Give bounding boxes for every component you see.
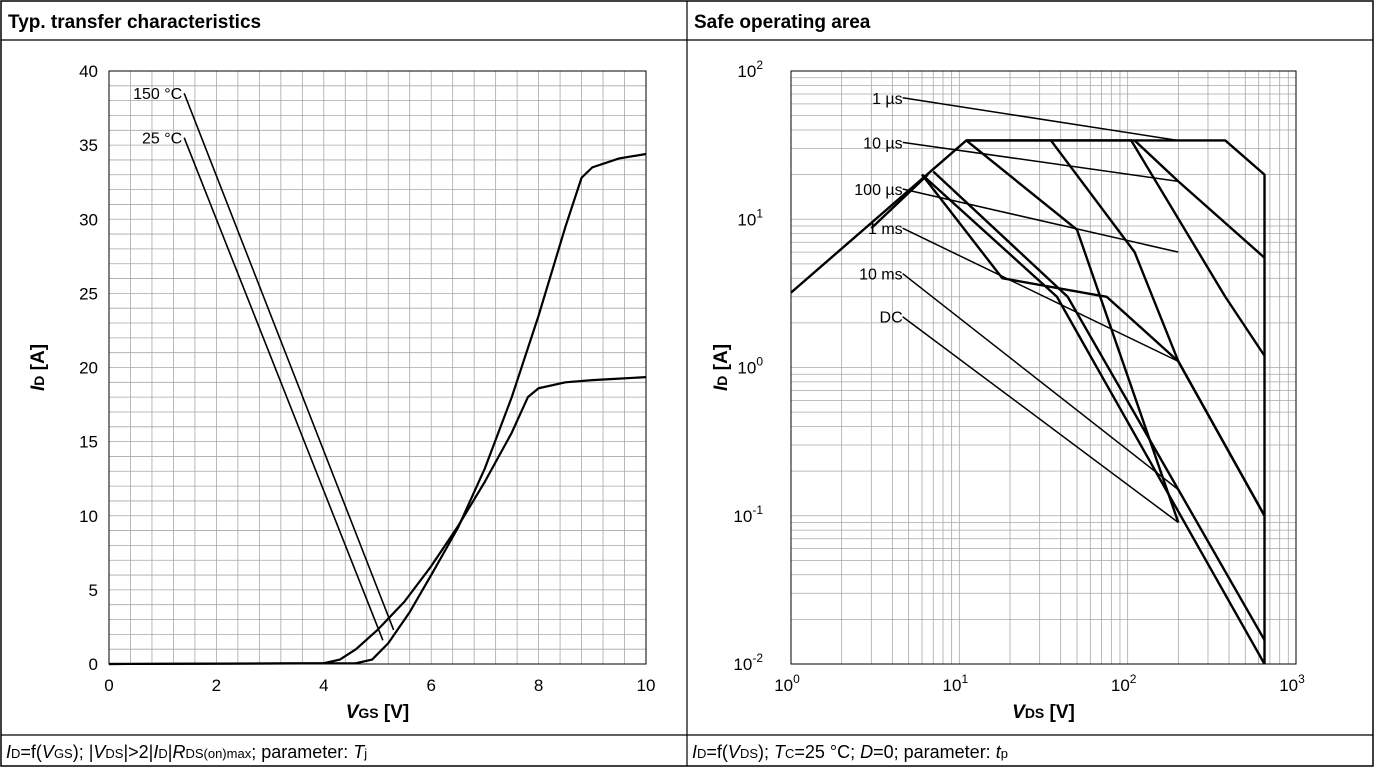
annotation-leader [902,272,1179,491]
annotation-label: 150 °C [133,86,182,103]
x-tick-label: 8 [534,676,543,695]
panel-title-soa: Safe operating area [694,12,871,33]
panel-title-transfer: Typ. transfer characteristics [8,12,261,33]
annotation-label: 1 ms [868,221,903,238]
x-axis-label: VGS [V] [346,702,410,723]
soa-curve-dc [870,173,929,230]
soa-curve-boundary-8 [965,139,1180,523]
annotation-leader [183,137,384,641]
y-tick-label: 35 [79,136,98,155]
transfer-characteristics-chart: 0 2 4 6 8 10 0 5 10 15 20 25 30 35 40 VGS [V] ID [A] 150 … [28,62,655,723]
y-tick-label: 102 [737,58,763,81]
annotation-label: 100 µs [854,182,902,199]
x-tick-label: 0 [104,676,113,695]
annotation-label: 1 µs [872,91,903,108]
annotation-leader [902,97,1179,142]
grid-lines [108,70,647,665]
soa-curve-boundary-6 [1049,139,1266,517]
series-line-25c [108,152,647,666]
x-tick-label: 101 [943,672,969,695]
y-tick-label: 101 [737,206,763,229]
annotation-leader [902,141,1179,183]
annotation-label: 10 µs [863,135,902,152]
y-tick-label: 100 [737,355,763,378]
y-tick-label: 25 [79,284,98,303]
y-tick-label: 10-2 [733,651,763,674]
plot-area-border [108,70,647,665]
y-tick-label: 30 [79,210,98,229]
x-tick-label: 2 [212,676,221,695]
x-tick-label: 100 [774,672,800,695]
x-tick-label: 4 [319,676,328,695]
y-tick-label: 5 [89,581,98,600]
annotation-label: DC [880,310,903,327]
x-tick-label: 103 [1279,672,1305,695]
y-tick-label: 15 [79,433,98,452]
plot-area-border [790,70,1297,665]
soa-curve-1ms [932,170,1266,641]
y-tick-label: 0 [89,655,98,674]
soa-curve-10s [966,139,1266,357]
annotation-leader [183,92,395,631]
safe-operating-area-chart: 100 101 102 103 10-2 10-1 100 101 102 VDS [V] ID [… [711,58,1305,723]
soa-curve-10ms [921,173,1266,665]
y-tick-label: 10 [79,507,98,526]
annotation-label: 10 ms [859,267,903,284]
x-tick-label: 6 [426,676,435,695]
y-tick-label: 10-1 [733,503,763,526]
annotation-leader [902,316,1179,524]
soa-curve-1s [790,139,1266,664]
y-tick-label: 40 [79,62,98,81]
y-tick-label: 20 [79,359,98,378]
annotation-label: 25 °C [142,131,182,148]
series-line-150c [108,376,647,666]
caption-transfer: ID=f(VGS); |VDS|>2|ID|RDS(on)max; parame… [6,742,367,762]
y-axis-label: ID [A] [28,344,49,391]
annotation-leader [902,227,1179,363]
caption-soa: ID=f(VDS); TC=25 °C; D=0; parameter: tp [692,742,1008,762]
x-tick-label: 10 [637,676,656,695]
x-tick-label: 102 [1111,672,1137,695]
x-axis-label: VDS [V] [1012,702,1075,723]
y-axis-label: ID [A] [711,344,732,391]
annotation-leader [902,188,1179,253]
